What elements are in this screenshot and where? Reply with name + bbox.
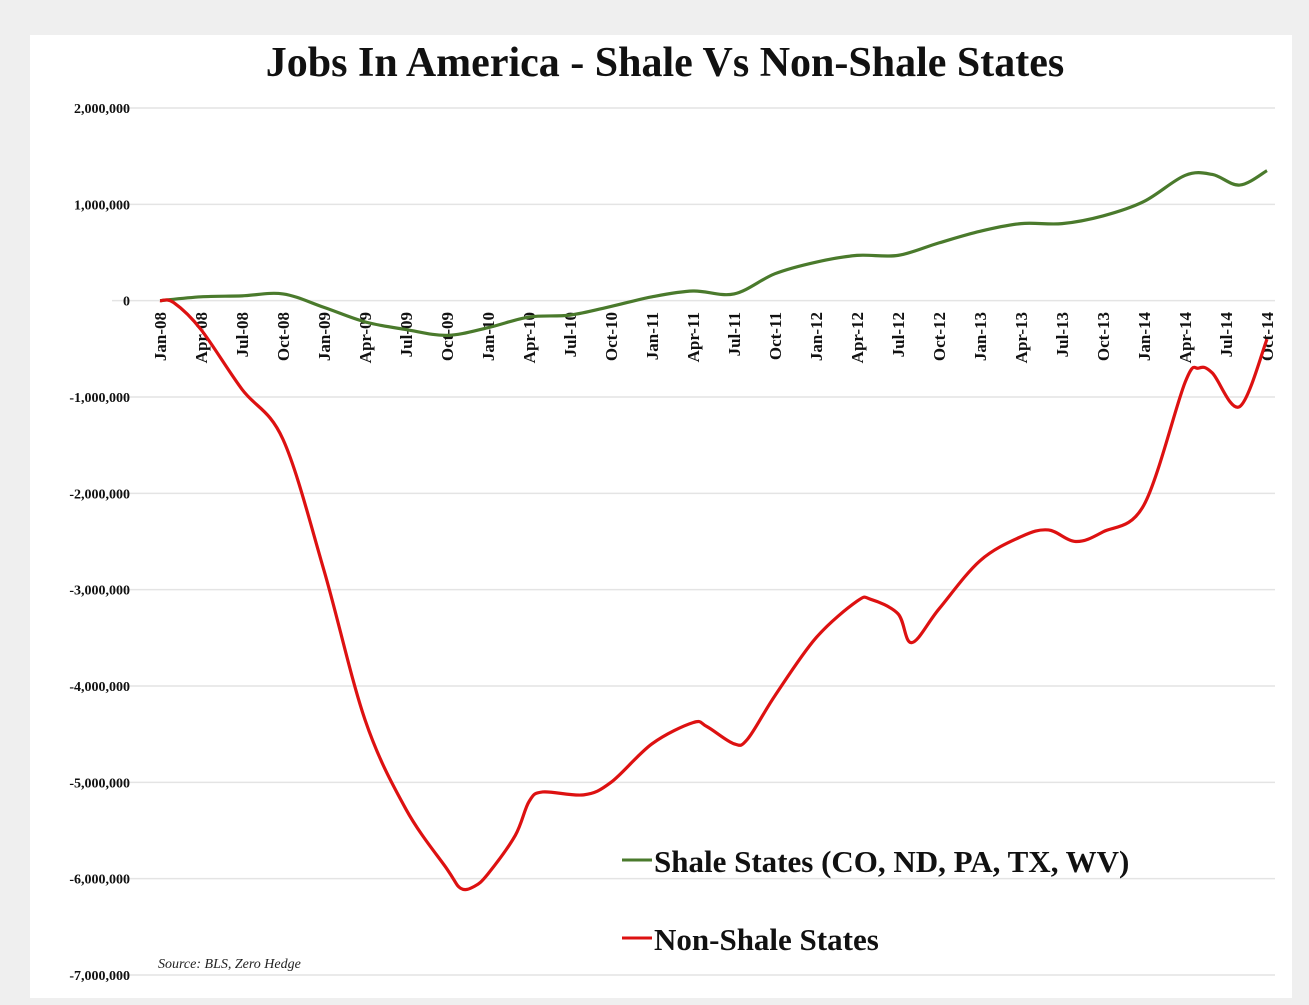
y-axis-ticks: 2,000,000 1,000,000 0 -1,000,000 -2,000,000 -… [69,102,130,984]
x-tick-label: Apr-12 [848,312,867,363]
x-tick-label: Jul-08 [233,312,252,357]
x-tick-label: Oct-13 [1094,312,1113,361]
y-tick-label: -5,000,000 [69,776,130,791]
x-tick-label: Jul-09 [397,312,416,357]
source-note: Source: BLS, Zero Hedge [158,957,301,972]
x-tick-label: Jul-12 [889,312,908,357]
x-tick-label: Apr-13 [1012,312,1031,363]
legend-label-non-shale: Non-Shale States [654,922,879,957]
y-tick-label: -2,000,000 [69,487,130,502]
x-tick-label: Jan-12 [807,312,826,361]
y-tick-label: -4,000,000 [69,680,130,695]
x-tick-label: Apr-10 [520,312,539,363]
x-tick-label: Jul-11 [725,312,744,356]
legend-label-shale: Shale States (CO, ND, PA, TX, WV) [654,844,1129,879]
x-tick-label: Apr-14 [1176,312,1195,364]
x-tick-label: Jan-10 [479,312,498,361]
x-tick-label: Oct-11 [766,312,785,360]
y-tick-label: -3,000,000 [69,584,130,599]
x-tick-label: Apr-11 [684,312,703,362]
chart-title: Jobs In America - Shale Vs Non-Shale Sta… [266,40,1064,86]
x-tick-label: Jul-14 [1217,312,1236,358]
legend: Shale States (CO, ND, PA, TX, WV) Non-Sh… [622,844,1129,957]
y-tick-label: 1,000,000 [74,198,130,213]
y-tick-label: 2,000,000 [74,102,130,117]
x-tick-label: Oct-08 [274,312,293,361]
x-tick-label: Oct-10 [602,312,621,361]
shale-states-line [159,169,1268,337]
x-tick-label: Apr-09 [356,312,375,363]
x-tick-label: Jan-13 [971,312,990,361]
x-tick-label: Jan-09 [315,312,334,361]
x-tick-label: Jan-14 [1135,312,1154,362]
y-tick-label: -6,000,000 [69,873,130,888]
x-tick-label: Jul-13 [1053,312,1072,357]
x-tick-label: Oct-12 [930,312,949,361]
x-tick-label: Jul-10 [561,312,580,357]
y-tick-label: -7,000,000 [69,969,130,984]
x-tick-label: Jan-11 [643,312,662,360]
chart-background [30,35,1292,998]
series-lines [159,169,1269,892]
x-tick-label: Jan-08 [151,312,170,361]
y-tick-label: 0 [123,295,130,310]
non-shale-states-line [159,298,1269,892]
y-tick-label: -1,000,000 [69,391,130,406]
